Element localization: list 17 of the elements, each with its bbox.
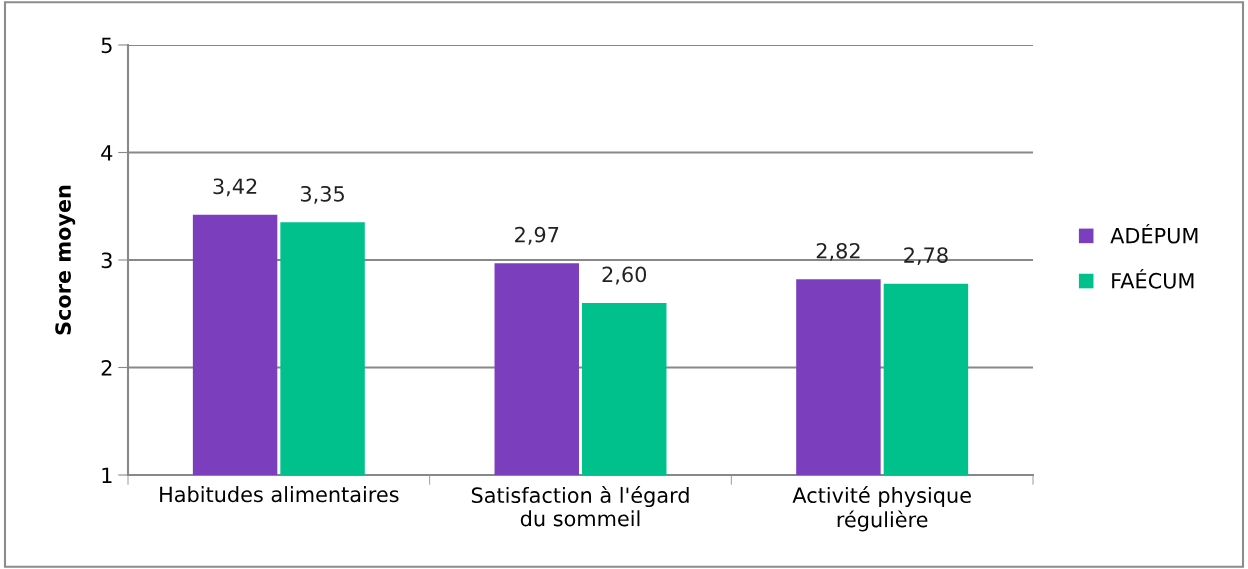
data-label: 2,82 — [816, 242, 860, 261]
y-tick-label: 3 — [101, 252, 112, 269]
data-label: 2,78 — [904, 247, 948, 266]
y-tick-label: 5 — [101, 37, 112, 54]
y-tick-label: 2 — [101, 359, 112, 376]
x-tick-label: Habitudes alimentaires — [160, 486, 399, 503]
y-axis-title: Score moyen — [55, 185, 76, 335]
x-tick-label: Activité physique régulière — [792, 486, 971, 532]
x-tick-label: Satisfaction à l'égard du sommeil — [471, 486, 689, 527]
data-label: 2,97 — [515, 226, 559, 245]
legend-label: FAÉCUM — [1112, 269, 1194, 289]
data-label: 3,35 — [300, 185, 344, 204]
y-tick-label: 4 — [101, 145, 113, 161]
legend-label: ADÉPUM — [1110, 223, 1198, 244]
data-label: 2,60 — [602, 266, 647, 285]
y-tick-label: 1 — [102, 467, 112, 483]
data-label: 3,42 — [213, 178, 257, 197]
